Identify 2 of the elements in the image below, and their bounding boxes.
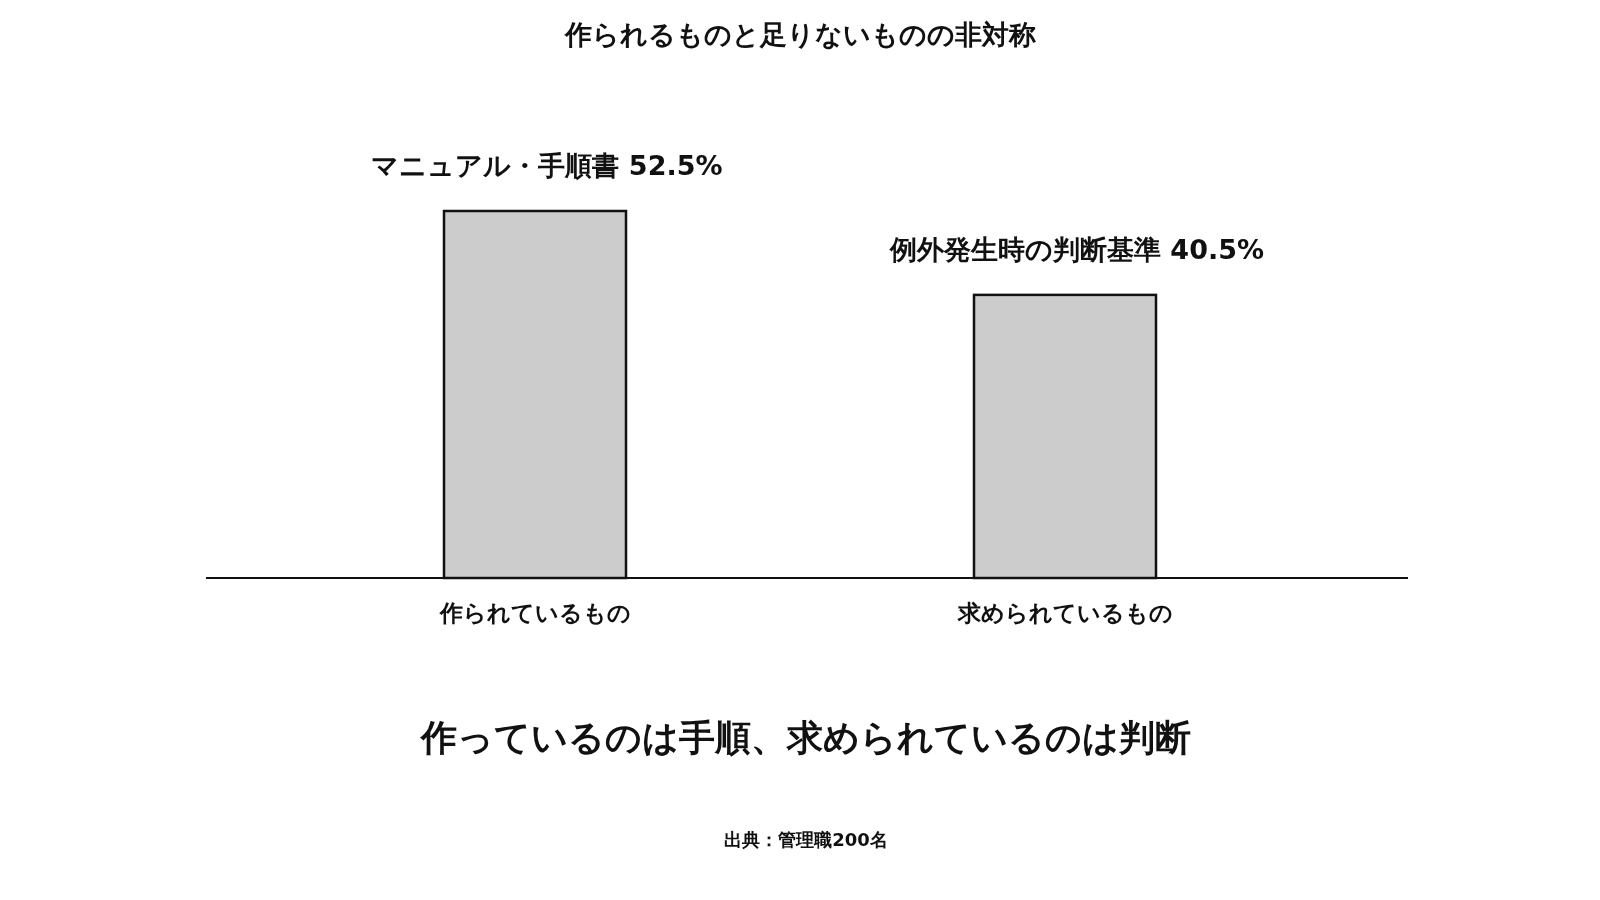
caption: 作っているのは手順、求められているのは判断 xyxy=(421,717,1191,758)
title: 作られるものと足りないものの非対称 xyxy=(564,19,1036,50)
